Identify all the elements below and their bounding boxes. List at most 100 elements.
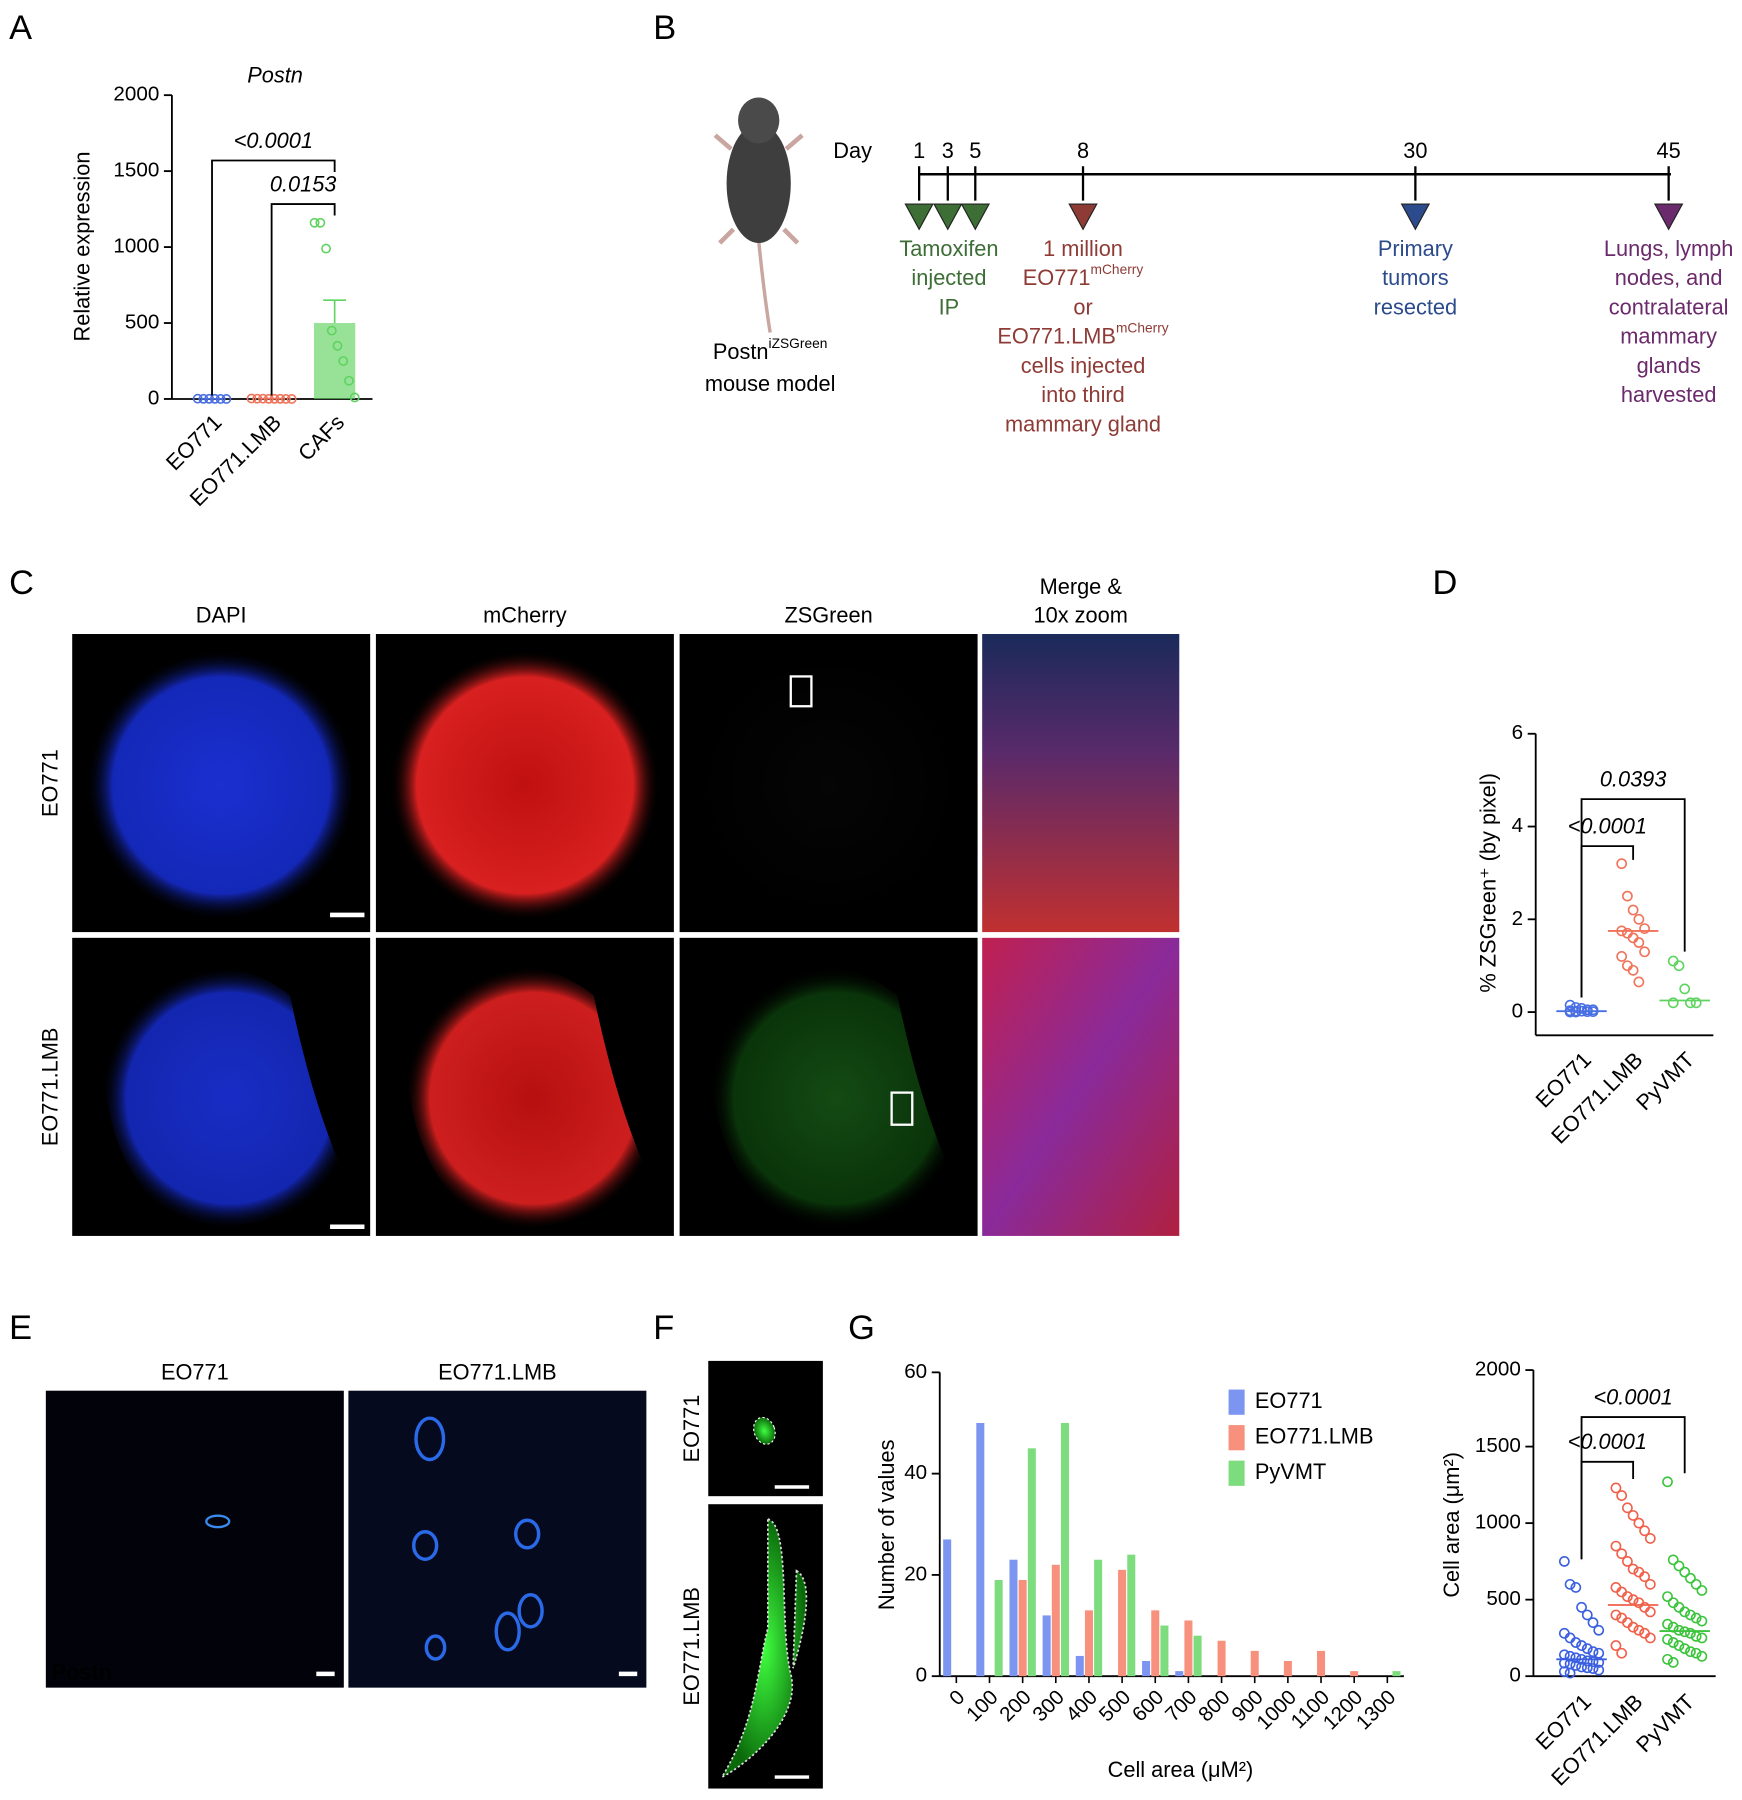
tissue: [389, 650, 661, 921]
y-tick-label: 0: [1512, 1000, 1523, 1023]
data-point: [1564, 1578, 1576, 1590]
y-tick-label: 2000: [113, 83, 159, 106]
data-point: [1685, 1627, 1696, 1639]
y-tick-label: 20: [904, 1562, 927, 1585]
data-point: [198, 393, 209, 404]
column-header: Merge &: [1040, 574, 1123, 599]
data-point: [252, 393, 263, 404]
data-point: [221, 394, 232, 404]
data-point: [1690, 997, 1702, 1009]
event-text: or: [1073, 294, 1092, 319]
column-header: mCherry: [483, 603, 567, 628]
event-text: mammary gland: [1005, 411, 1161, 436]
legend-swatch: [1228, 1425, 1245, 1451]
data-point: [1610, 1640, 1622, 1651]
y-tick-label: 500: [1486, 1587, 1520, 1610]
data-point: [1581, 1655, 1593, 1667]
x-tick-label: CAFs: [293, 409, 349, 465]
event-text-main: harvested: [1621, 382, 1717, 407]
mouse-caption-sup: iZSGreen: [769, 336, 828, 351]
data-point: [1673, 1560, 1685, 1572]
data-point: [1587, 1656, 1599, 1668]
vessel: [205, 1514, 231, 1529]
row-label: EO771.LMB: [37, 1028, 62, 1147]
data-point: [1639, 923, 1650, 934]
bar: [1350, 1671, 1359, 1677]
bar: [1084, 1610, 1093, 1677]
tissue: [404, 966, 663, 1231]
tissue: [85, 650, 357, 921]
event-text-main: nodes, and: [1615, 265, 1723, 290]
x-tick-label: 600: [1128, 1686, 1169, 1727]
data-point: [1679, 983, 1691, 995]
data-point: [309, 217, 320, 228]
data-point: [215, 394, 226, 404]
data-point: [1570, 1652, 1582, 1664]
event-text-main: Primary: [1378, 236, 1453, 261]
event-marker: [1400, 203, 1431, 231]
data-point: [1627, 1621, 1639, 1633]
micrograph: [982, 937, 1180, 1236]
event-text: cells injected: [1021, 353, 1146, 378]
data-point: [1570, 1006, 1582, 1018]
event-marker: [904, 203, 934, 231]
event-text-main: cells injected: [1021, 353, 1146, 378]
y-tick-label: 2: [1512, 907, 1523, 930]
bar: [1051, 1564, 1060, 1677]
data-point: [1667, 1637, 1679, 1648]
data-point: [1564, 1650, 1576, 1662]
y-tick-label: 1500: [113, 159, 159, 182]
data-point: [1622, 1502, 1633, 1514]
data-point: [281, 394, 291, 404]
data-point: [1633, 913, 1645, 925]
vessel: [414, 1416, 446, 1462]
row-label: EO771: [37, 749, 62, 817]
event-text-sup: mCherry: [1091, 262, 1144, 277]
event-text-main: mammary gland: [1005, 411, 1161, 436]
micrograph: [982, 634, 1180, 933]
data-point: [1627, 1563, 1639, 1575]
data-point: [321, 243, 331, 254]
significance-label: <0.0001: [1593, 1384, 1672, 1409]
data-point: [1622, 1591, 1633, 1602]
event-text: EO771mCherry: [1023, 262, 1144, 290]
event-text-main: Lungs, lymph: [1604, 236, 1733, 261]
column-header: EO771.LMB: [438, 1359, 557, 1384]
data-point: [1622, 1555, 1633, 1567]
event-marker: [933, 203, 963, 231]
event-text-main: into third: [1041, 382, 1124, 407]
data-point: [1558, 1555, 1570, 1567]
data-point: [1581, 1662, 1593, 1674]
data-point: [1673, 1640, 1685, 1651]
event-marker: [1068, 203, 1098, 231]
legend-label: EO771.LMB: [1255, 1423, 1374, 1448]
panel-label: F: [653, 1309, 674, 1347]
data-point: [1639, 1571, 1650, 1583]
data-point: [1581, 1643, 1593, 1655]
mouse-caption-main: mouse model: [705, 371, 836, 396]
event-text-main: resected: [1374, 294, 1457, 319]
data-point: [1644, 1578, 1656, 1590]
bar: [1250, 1650, 1259, 1677]
data-point: [1662, 1618, 1673, 1630]
column-header: DAPI: [196, 603, 247, 628]
event-text: Lungs, lymph: [1604, 236, 1733, 261]
event-text: harvested: [1621, 382, 1717, 407]
data-point: [1696, 1615, 1708, 1627]
event-text-main: injected: [911, 265, 986, 290]
vessel: [514, 1518, 541, 1550]
y-tick-label: 1000: [1475, 1511, 1521, 1534]
event-text: Tamoxifen: [899, 236, 998, 261]
y-axis-label: Relative expression: [69, 152, 94, 342]
bar: [1127, 1554, 1136, 1677]
data-point: [1610, 1609, 1622, 1621]
row-label: EO771.LMB: [679, 1587, 704, 1706]
vessel: [517, 1593, 544, 1629]
legend-swatch: [1228, 1460, 1245, 1486]
event-text-main: or: [1073, 294, 1092, 319]
data-point: [1644, 1533, 1656, 1544]
bar: [1018, 1579, 1027, 1677]
tissue: [693, 650, 964, 921]
day-number: 45: [1657, 138, 1681, 163]
